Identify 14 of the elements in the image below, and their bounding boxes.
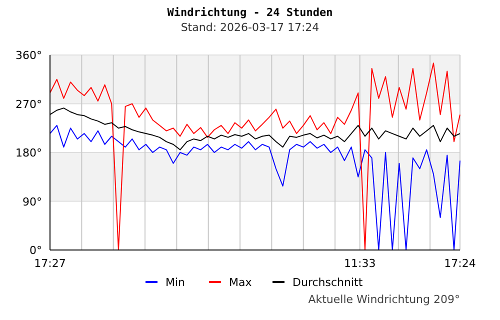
y-tick-label: 180° xyxy=(16,146,42,160)
x-tick-label: 17:27 xyxy=(34,257,66,270)
y-tick-label: 0° xyxy=(30,244,42,257)
legend-label: Max xyxy=(229,276,252,289)
y-tick-label: 360° xyxy=(16,49,42,62)
x-tick-label: 11:33 xyxy=(344,257,376,270)
chart-subtitle: Stand: 2026-03-17 17:24 xyxy=(180,21,320,34)
x-tick-label: 17:24 xyxy=(444,257,476,270)
legend-label: Durchschnitt xyxy=(292,276,364,289)
y-tick-label: 270° xyxy=(16,98,42,111)
legend-label: Min xyxy=(166,276,186,289)
text: Aktuelle Windrichtung 209° xyxy=(308,293,460,306)
y-tick-label: 90° xyxy=(22,195,42,208)
chart-title: Windrichtung - 24 Stunden xyxy=(167,6,333,19)
